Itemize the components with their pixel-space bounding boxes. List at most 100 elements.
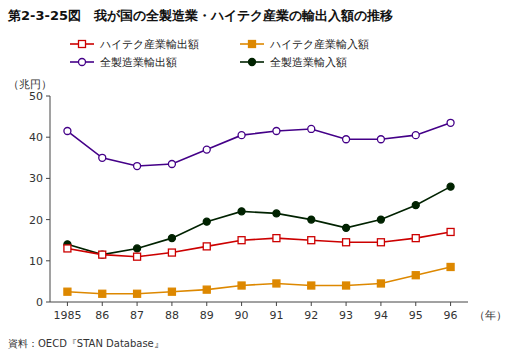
legend-marker — [249, 41, 256, 48]
x-tick-label: 94 — [374, 309, 388, 322]
x-tick-label: 89 — [200, 309, 214, 322]
y-tick — [46, 137, 50, 138]
data-point — [308, 216, 315, 223]
data-point — [377, 239, 384, 246]
x-tick — [311, 302, 312, 306]
title: 第2-3-25図 我が国の全製造業・ハイテク産業の輸出入額の推移 — [7, 8, 393, 23]
y-tick-label: 40 — [29, 131, 43, 144]
data-point — [343, 136, 350, 143]
x-tick — [171, 302, 172, 306]
series — [64, 228, 454, 260]
data-point — [203, 218, 210, 225]
x-tick — [450, 302, 451, 306]
y-tick — [46, 219, 50, 220]
data-point — [99, 251, 106, 258]
data-point — [238, 132, 245, 139]
data-point — [447, 183, 454, 190]
data-point — [238, 282, 245, 289]
data-point — [308, 282, 315, 289]
data-point — [273, 235, 280, 242]
y-tick-label: 10 — [29, 255, 43, 268]
x-tick — [346, 302, 347, 306]
data-point — [99, 154, 106, 161]
legend-marker — [79, 59, 86, 66]
data-point — [238, 237, 245, 244]
data-point — [447, 263, 454, 270]
data-point — [343, 224, 350, 231]
legend-label: 全製造業輸出額 — [100, 56, 177, 69]
x-tick-label: 91 — [269, 309, 283, 322]
x-tick — [102, 302, 103, 306]
series — [64, 119, 454, 169]
x-tick-label: 88 — [165, 309, 179, 322]
x-tick-label: 93 — [339, 309, 353, 322]
plot-area — [64, 119, 454, 297]
series-line — [67, 267, 450, 294]
data-point — [203, 146, 210, 153]
y-axis-label: （兆円） — [8, 78, 52, 91]
series — [64, 263, 454, 297]
legend-item: ハイテク産業輸入額 — [240, 38, 369, 51]
data-point — [377, 216, 384, 223]
source-note: 資料：OECD『STAN Database』 — [8, 338, 164, 349]
legend-label: 全製造業輸入額 — [270, 56, 347, 69]
legend-label: ハイテク産業輸入額 — [269, 38, 369, 51]
data-point — [343, 239, 350, 246]
x-tick-label: 95 — [409, 309, 423, 322]
legend-label: ハイテク産業輸出額 — [99, 38, 199, 51]
y-tick — [46, 96, 50, 97]
y-tick-label: 0 — [36, 296, 43, 309]
y-axis — [50, 96, 51, 302]
data-point — [168, 288, 175, 295]
x-tick-label: 90 — [235, 309, 249, 322]
legend: ハイテク産業輸出額 ハイテク産業輸入額全製造業輸出額 全製造業輸入額 — [70, 38, 369, 69]
data-point — [168, 160, 175, 167]
y-tick — [46, 260, 50, 261]
x-tick-label: 96 — [444, 309, 458, 322]
data-point — [168, 235, 175, 242]
legend-marker — [79, 41, 86, 48]
data-point — [447, 228, 454, 235]
data-point — [308, 125, 315, 132]
legend-item: 全製造業輸入額 — [240, 56, 347, 69]
x-tick — [241, 302, 242, 306]
y-tick — [46, 302, 50, 303]
y-tick-label: 30 — [29, 172, 43, 185]
data-point — [447, 119, 454, 126]
data-point — [64, 288, 71, 295]
data-point — [412, 235, 419, 242]
series-line — [67, 232, 450, 257]
data-point — [168, 249, 175, 256]
legend-item: 全製造業輸出額 — [70, 56, 177, 69]
data-point — [99, 290, 106, 297]
data-point — [412, 272, 419, 279]
data-point — [377, 136, 384, 143]
data-point — [412, 132, 419, 139]
data-point — [203, 243, 210, 250]
data-point — [273, 210, 280, 217]
data-point — [412, 202, 419, 209]
data-point — [64, 128, 71, 135]
legend-marker — [249, 59, 256, 66]
x-tick — [276, 302, 277, 306]
legend-item: ハイテク産業輸出額 — [70, 38, 199, 51]
x-tick-label: 86 — [95, 309, 109, 322]
series-line — [67, 123, 450, 166]
x-axis — [50, 302, 468, 303]
data-point — [134, 290, 141, 297]
data-point — [377, 280, 384, 287]
x-tick — [137, 302, 138, 306]
data-point — [343, 282, 350, 289]
data-point — [64, 245, 71, 252]
data-point — [308, 237, 315, 244]
x-tick — [67, 302, 68, 306]
x-tick-label: 92 — [304, 309, 318, 322]
data-point — [273, 128, 280, 135]
series — [64, 183, 454, 258]
data-point — [134, 245, 141, 252]
x-tick-label: 87 — [130, 309, 144, 322]
y-tick — [46, 178, 50, 179]
data-point — [203, 286, 210, 293]
data-point — [273, 280, 280, 287]
y-tick-label: 50 — [29, 90, 43, 103]
